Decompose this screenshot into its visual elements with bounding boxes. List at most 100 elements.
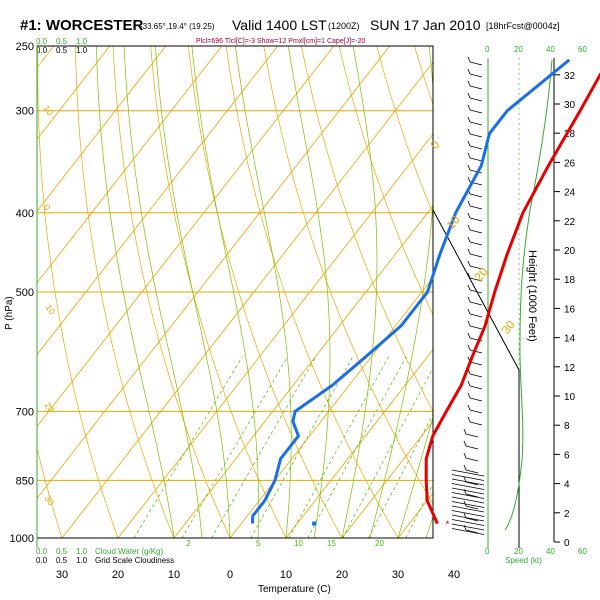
wind-barb-flag-38 [463, 512, 467, 519]
dry-adiabat-label-0: 10 [41, 103, 55, 117]
cloud-bottom-tick-0: 0.0 [36, 547, 48, 556]
surface-temp-marker: * [446, 520, 450, 531]
temperature-axis-label: Temperature (C) [258, 584, 331, 595]
series-line-temperature [424, 72, 600, 525]
mixing-ratio-label-1: 5 [256, 539, 261, 548]
mixing-ratio-label-4: 20 [375, 539, 384, 548]
station-title: #1: WORCESTER [20, 17, 144, 34]
dry-adiabat--30 [37, 446, 63, 538]
dry-adiabat-label-1: 0 [41, 202, 52, 212]
dry-adiabat-70 [376, 46, 433, 215]
wind-barb-low-9 [451, 510, 485, 517]
isotherm--80 [37, 46, 167, 212]
moist-adiabat-lines [96, 46, 433, 538]
cloud-top-tick-2: 1.0 [76, 37, 88, 46]
wind-barb-4 [469, 109, 483, 114]
wind-barb-flag-1 [467, 68, 471, 75]
wind-barb-flag-17 [467, 260, 471, 267]
wind-bottom-tick-3: 60 [578, 547, 587, 556]
wind-barb-low-5 [451, 492, 485, 499]
wind-barb-flag-8 [467, 152, 471, 159]
wind-barb-flag-18 [467, 272, 471, 279]
wind-speed-label: Speed (kt) [505, 556, 542, 565]
wind-barb-27 [469, 385, 483, 390]
wind-barb-30 [469, 421, 483, 426]
cloud-top-tick-black-1: 0.5 [56, 46, 68, 55]
wind-barb-6 [469, 133, 483, 138]
wind-barb-low-4 [451, 487, 485, 495]
wind-barb-36 [465, 493, 479, 498]
temp-tick-5: 20 [336, 569, 348, 581]
wind-barb-5 [469, 121, 483, 126]
wind-barb-flag-13 [467, 212, 471, 219]
wind-barb-flag-27 [467, 380, 471, 387]
isotherm-50 [510, 46, 600, 538]
mixing-ratio-20 [368, 413, 433, 538]
cloud-bottom-black-0: 0.0 [36, 556, 48, 565]
wind-barb-31 [465, 433, 479, 438]
height-tick-0: 0 [564, 538, 570, 549]
surface-dewpoint-marker [312, 521, 317, 526]
isotherm--30 [61, 61, 433, 538]
wind-barb-flag-29 [467, 404, 471, 411]
wind-barb-2 [469, 85, 483, 90]
wind-barb-low-6 [451, 496, 485, 504]
temp-tick-1: 20 [112, 569, 124, 581]
wind-barb-flag-4 [467, 104, 471, 111]
wind-barb-flag-22 [467, 320, 471, 327]
wind-barb-38 [465, 517, 479, 522]
wind-barb-21 [469, 313, 483, 318]
moist-adiabat-20 [341, 46, 378, 538]
mixing-ratio-8 [288, 356, 389, 538]
wind-bottom-tick-1: 20 [514, 547, 523, 556]
wind-barb-11 [469, 193, 483, 198]
wind-barb-flag-23 [467, 332, 471, 339]
isotherm--60 [37, 46, 279, 356]
wind-barb-low-8 [451, 505, 485, 513]
mixing-ratio-3 [211, 356, 317, 538]
wind-barb-flag-36 [463, 488, 467, 495]
height-tick-22: 22 [564, 217, 576, 228]
wind-bottom-tick-0: 0 [485, 547, 490, 556]
wind-barb-flag-2 [467, 80, 471, 87]
cloud-top-tick-1: 0.5 [56, 37, 68, 46]
wind-barb-29 [469, 409, 483, 414]
wind-barb-flag-24 [467, 344, 471, 351]
wind-barb-8 [469, 157, 483, 162]
wind-barb-flag-39 [463, 524, 467, 531]
mixing-ratio-10 [307, 356, 407, 538]
wind-barb-0 [469, 61, 483, 66]
wind-barb-35 [465, 481, 479, 486]
height-tick-8: 8 [564, 421, 570, 432]
wind-barb-low-13 [451, 528, 485, 535]
temp-tick-0: 30 [56, 569, 68, 581]
wind-barb-15 [469, 241, 483, 246]
valid-time: Valid 1400 LST [232, 17, 327, 33]
pressure-tick-1000: 1000 [10, 533, 34, 545]
isotherm--50 [37, 46, 335, 428]
indices-line: Plcl=696 Tlcl[C]=-3 Show=12 Pmxl[cm]=1 C… [196, 38, 365, 45]
cloud-axis-top: 0.0 0.5 1.0 0.0 0.5 1.0 [36, 37, 88, 55]
height-tick-2: 2 [564, 509, 570, 520]
dry-adiabat-label-4: 30 [42, 493, 56, 507]
wind-barb-low-1 [451, 474, 485, 481]
height-tick-30: 30 [564, 100, 576, 111]
wind-barb-25 [469, 361, 483, 366]
pressure-tick-700: 700 [16, 406, 34, 418]
wind-top-tick-2: 40 [546, 45, 555, 54]
grid-cloudiness-label: Grid Scale Cloudiness [95, 556, 174, 565]
wind-barb-flag-12 [467, 200, 471, 207]
temp-tick-6: 30 [392, 569, 404, 581]
wind-barb-flag-34 [463, 464, 467, 471]
wind-barb-low-2 [451, 478, 485, 486]
wind-barb-flag-37 [463, 500, 467, 507]
height-tick-26: 26 [564, 158, 576, 169]
wind-barb-1 [469, 73, 483, 78]
wind-axis-top: 0 20 40 60 [485, 45, 587, 54]
terrain-outline [432, 209, 520, 548]
mixing-ratio-1 [133, 356, 243, 538]
wind-barb-flag-9 [467, 164, 471, 171]
height-tick-4: 4 [564, 480, 570, 491]
isotherm--40 [37, 46, 391, 499]
